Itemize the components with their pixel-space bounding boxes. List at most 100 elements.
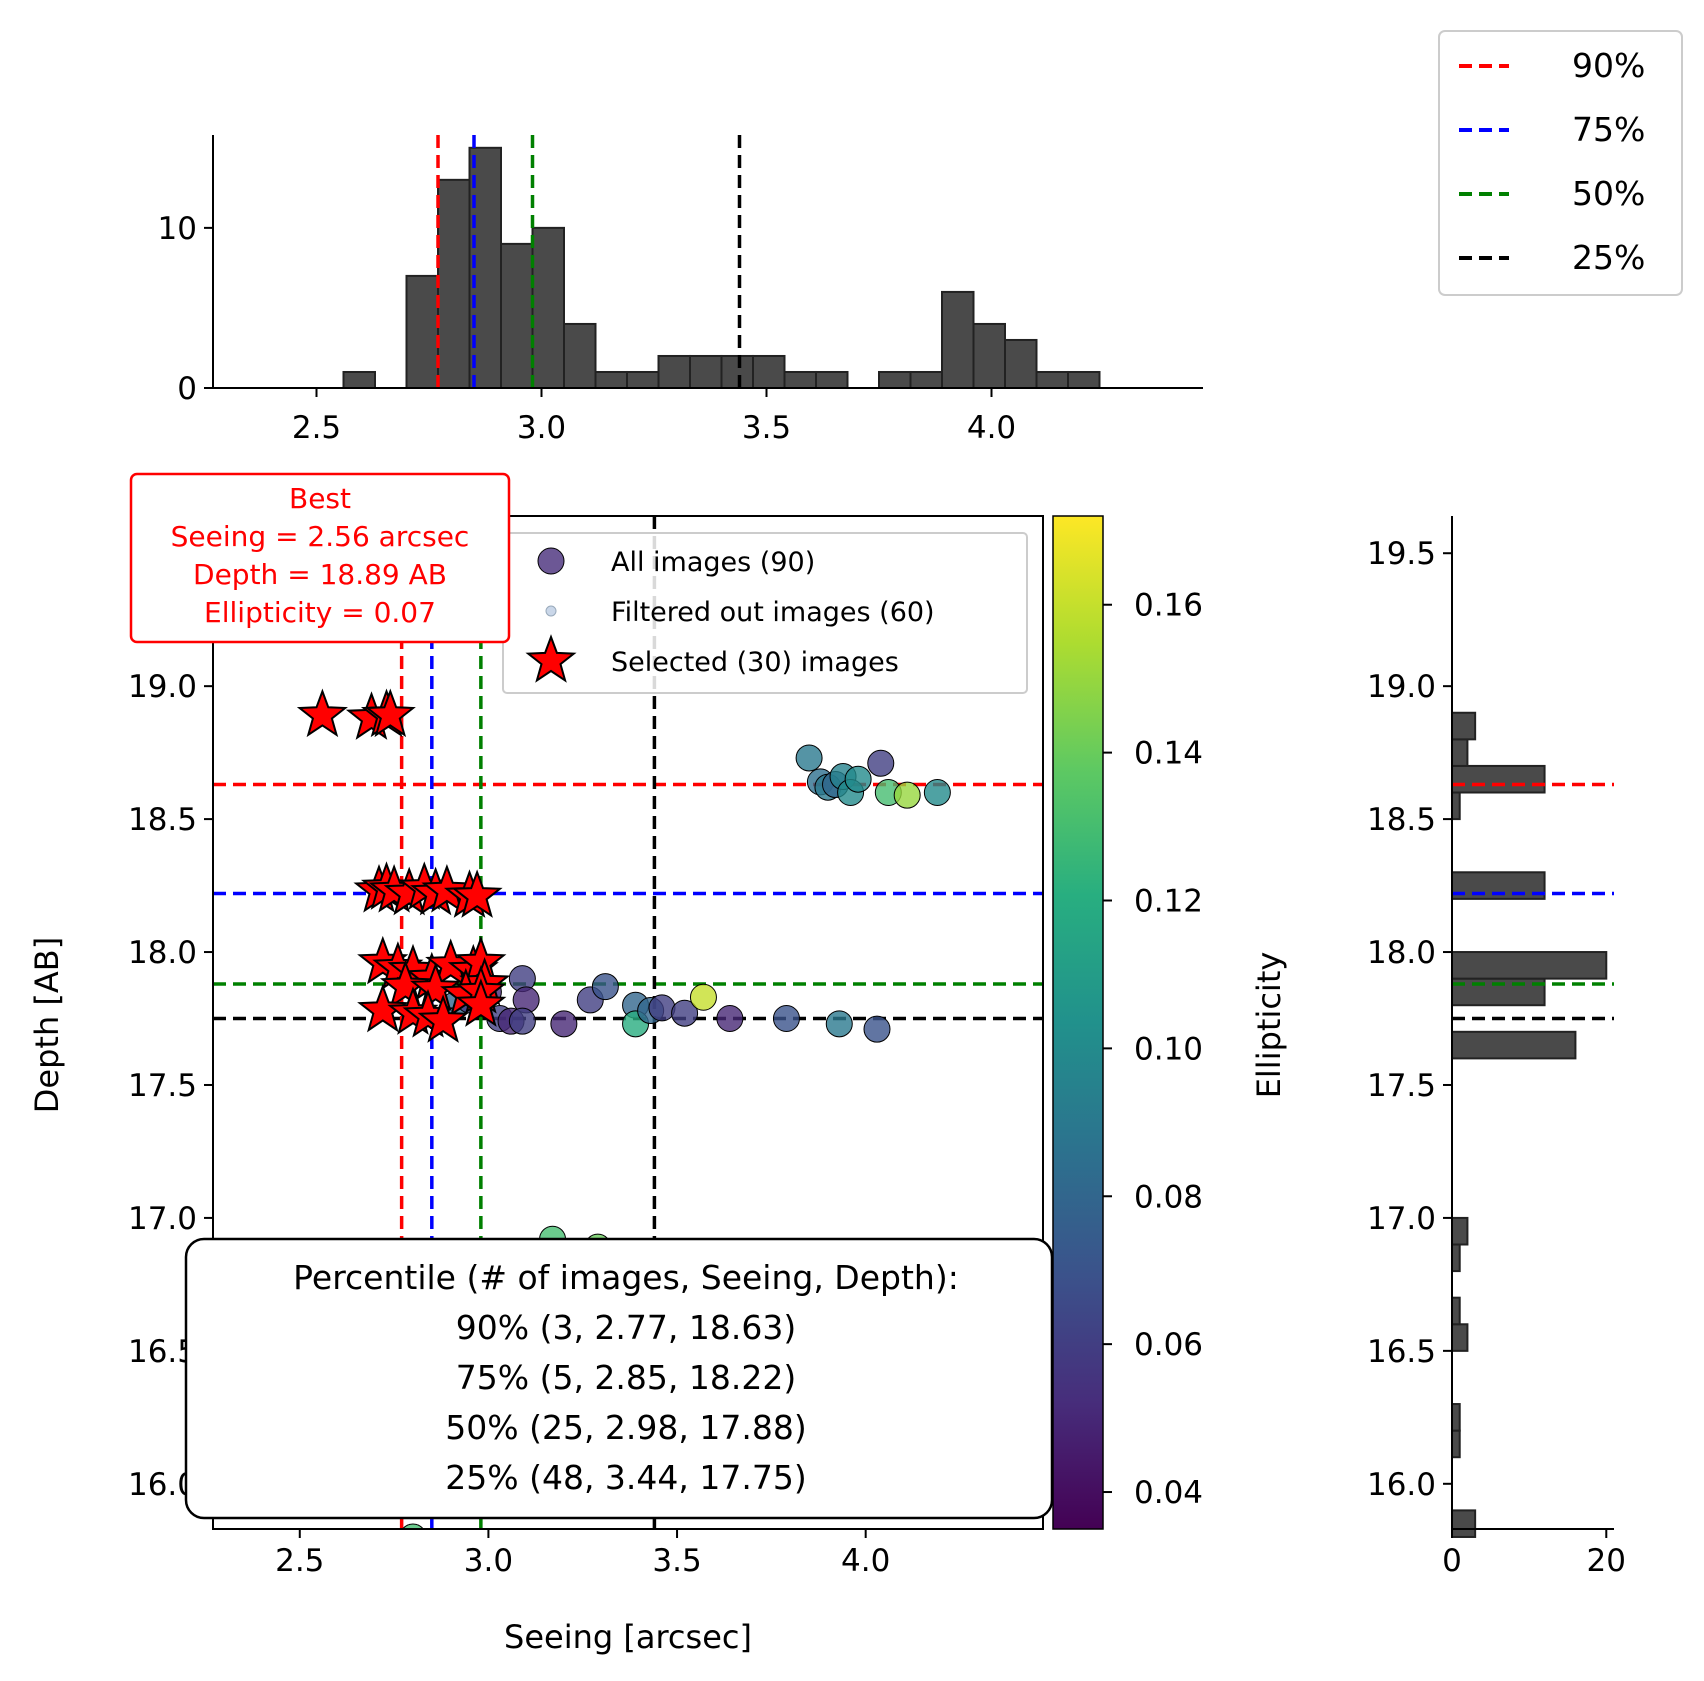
right-hist-bar-13 xyxy=(1451,738,1469,767)
right-hist-bar-3 xyxy=(1451,1323,1469,1352)
scatter-point-28 xyxy=(716,1005,744,1033)
main-xtick-label-2: 3.5 xyxy=(652,1543,701,1579)
percentile-row-90: 90% (3, 2.77, 18.63) xyxy=(456,1308,797,1347)
selected-star-0 xyxy=(296,688,348,738)
percentile-title: Percentile (# of images, Seeing, Depth): xyxy=(293,1258,959,1297)
colorbar-tick-label-2: 0.08 xyxy=(1134,1179,1203,1215)
scatter-point-27 xyxy=(689,983,717,1011)
scatter-point-26 xyxy=(671,999,699,1027)
top-seeing-histogram: 2.5 3.0 3.5 4.0 0 10 xyxy=(158,135,1203,446)
top-hist-bar-2 xyxy=(437,178,471,389)
best-seeing: Seeing = 2.56 arcsec xyxy=(171,520,470,553)
x-axis-label: Seeing [arcsec] xyxy=(504,1618,752,1656)
right-hist-bar-14 xyxy=(1451,711,1477,741)
selected-star-28 xyxy=(417,994,469,1043)
legend-90-label: 90% xyxy=(1572,46,1645,85)
best-ellipticity: Ellipticity = 0.07 xyxy=(204,596,436,629)
right-ytick-label-2: 17.0 xyxy=(1367,1201,1436,1237)
colorbar-tick-label-5: 0.14 xyxy=(1134,736,1203,772)
best-annotation: Best Seeing = 2.56 arcsec Depth = 18.89 … xyxy=(129,472,511,644)
top-hist-bar-7 xyxy=(594,370,628,389)
colorbar-tick-label-6: 0.16 xyxy=(1134,588,1203,624)
right-hist-bar-0 xyxy=(1451,1509,1477,1538)
top-hist-bar-4 xyxy=(500,242,534,389)
scatter-point-0 xyxy=(795,744,823,772)
selected-star-22 xyxy=(410,962,462,1012)
top-hist-bar-6 xyxy=(563,322,597,390)
top-hist-bar-13 xyxy=(783,370,817,389)
top-hist-bar-1 xyxy=(405,274,439,390)
top-hist-bar-12 xyxy=(752,354,786,389)
right-ytick-label-5: 18.5 xyxy=(1367,802,1436,838)
scatter-point-9 xyxy=(893,781,921,809)
top-hist-bar-17 xyxy=(941,290,975,389)
right-hist-bar-9 xyxy=(1451,951,1608,980)
top-xtick-label-0: 2.5 xyxy=(292,410,341,446)
top-hist-bar-10 xyxy=(689,354,723,389)
best-box xyxy=(129,472,511,644)
right-ytick-label-6: 19.0 xyxy=(1367,669,1436,705)
percentile-row-25: 25% (48, 3.44, 17.75) xyxy=(445,1458,807,1497)
selected-star-29 xyxy=(455,978,507,1027)
percentile-row-50: 50% (25, 2.98, 17.88) xyxy=(445,1408,807,1447)
right-hist-bar-12 xyxy=(1451,764,1546,794)
main-xtick-label-3: 4.0 xyxy=(841,1543,890,1579)
percentile-legend-box xyxy=(1438,30,1683,296)
percentile-legend: 90% 75% 50% 25% xyxy=(1438,30,1683,296)
scatter-point-7 xyxy=(867,749,895,777)
top-hist-bar-11 xyxy=(720,354,754,389)
top-xtick-label-1: 3.0 xyxy=(517,410,566,446)
scatter-point-31 xyxy=(863,1015,891,1043)
main-axes-frame xyxy=(212,515,1044,1530)
top-xtick-label-2: 3.5 xyxy=(742,410,791,446)
colorbar-tick-label-4: 0.12 xyxy=(1134,883,1203,919)
colorbar-tick-label-1: 0.06 xyxy=(1134,1327,1203,1363)
main-ytick-label-2: 17.0 xyxy=(128,1201,197,1237)
main-ytick-label-4: 18.0 xyxy=(128,935,197,971)
right-xtick-label-0: 0 xyxy=(1442,1543,1462,1579)
main-ytick-label-6: 19.0 xyxy=(128,669,197,705)
right-ytick-label-0: 16.0 xyxy=(1367,1467,1436,1503)
top-hist-bar-16 xyxy=(909,370,943,389)
top-ytick-label-0: 0 xyxy=(177,371,197,407)
main-xtick-label-0: 2.5 xyxy=(275,1543,324,1579)
legend-50-label: 50% xyxy=(1572,174,1645,213)
scatter-point-21 xyxy=(591,973,619,1001)
right-hist-bar-4 xyxy=(1451,1296,1461,1326)
y-axis-label: Depth [AB] xyxy=(28,937,66,1113)
scatter-point-6 xyxy=(844,765,872,793)
right-ytick-label-1: 16.5 xyxy=(1367,1334,1436,1370)
scatter-point-30 xyxy=(825,1010,853,1038)
scatter-point-29 xyxy=(772,1005,800,1033)
right-depth-histogram: 0 20 16.0 16.5 17.0 17.5 18.0 18.5 19.0 19.5 xyxy=(1367,516,1626,1579)
colorbar-tick-label-3: 0.10 xyxy=(1134,1031,1203,1067)
scatter-point-19 xyxy=(550,1010,578,1038)
right-hist-bar-2 xyxy=(1451,1403,1461,1432)
top-hist-bar-9 xyxy=(657,354,691,389)
selected-star-12 xyxy=(451,869,503,918)
scatter-point-10 xyxy=(923,779,951,807)
scatter-point-25 xyxy=(648,994,676,1022)
legend-75-label: 75% xyxy=(1572,110,1645,149)
legend-selected-marker xyxy=(525,634,577,683)
main-legend: All images (90) Filtered out images (60)… xyxy=(502,532,1028,694)
colorbar xyxy=(1052,515,1104,1530)
best-title: Best xyxy=(289,482,351,515)
right-xtick-label-1: 20 xyxy=(1587,1543,1626,1579)
colorbar-tick-label-0: 0.04 xyxy=(1134,1475,1203,1511)
right-hist-bar-1 xyxy=(1451,1429,1461,1459)
top-hist-bar-14 xyxy=(815,370,849,389)
main-xtick-label-1: 3.0 xyxy=(464,1543,513,1579)
main-ytick-label-3: 17.5 xyxy=(128,1068,197,1104)
selected-star-21 xyxy=(379,959,431,1009)
legend-filtered-marker xyxy=(545,605,557,617)
percentile-box xyxy=(184,1237,1054,1520)
legend-selected-label: Selected (30) images xyxy=(611,647,899,678)
top-hist-bar-15 xyxy=(878,370,912,389)
percentile-annotation: Percentile (# of images, Seeing, Depth):… xyxy=(184,1237,1054,1520)
selected-star-3 xyxy=(364,688,416,738)
legend-filtered-label: Filtered out images (60) xyxy=(611,597,935,628)
legend-25-label: 25% xyxy=(1572,238,1645,277)
top-hist-bar-5 xyxy=(531,226,565,389)
